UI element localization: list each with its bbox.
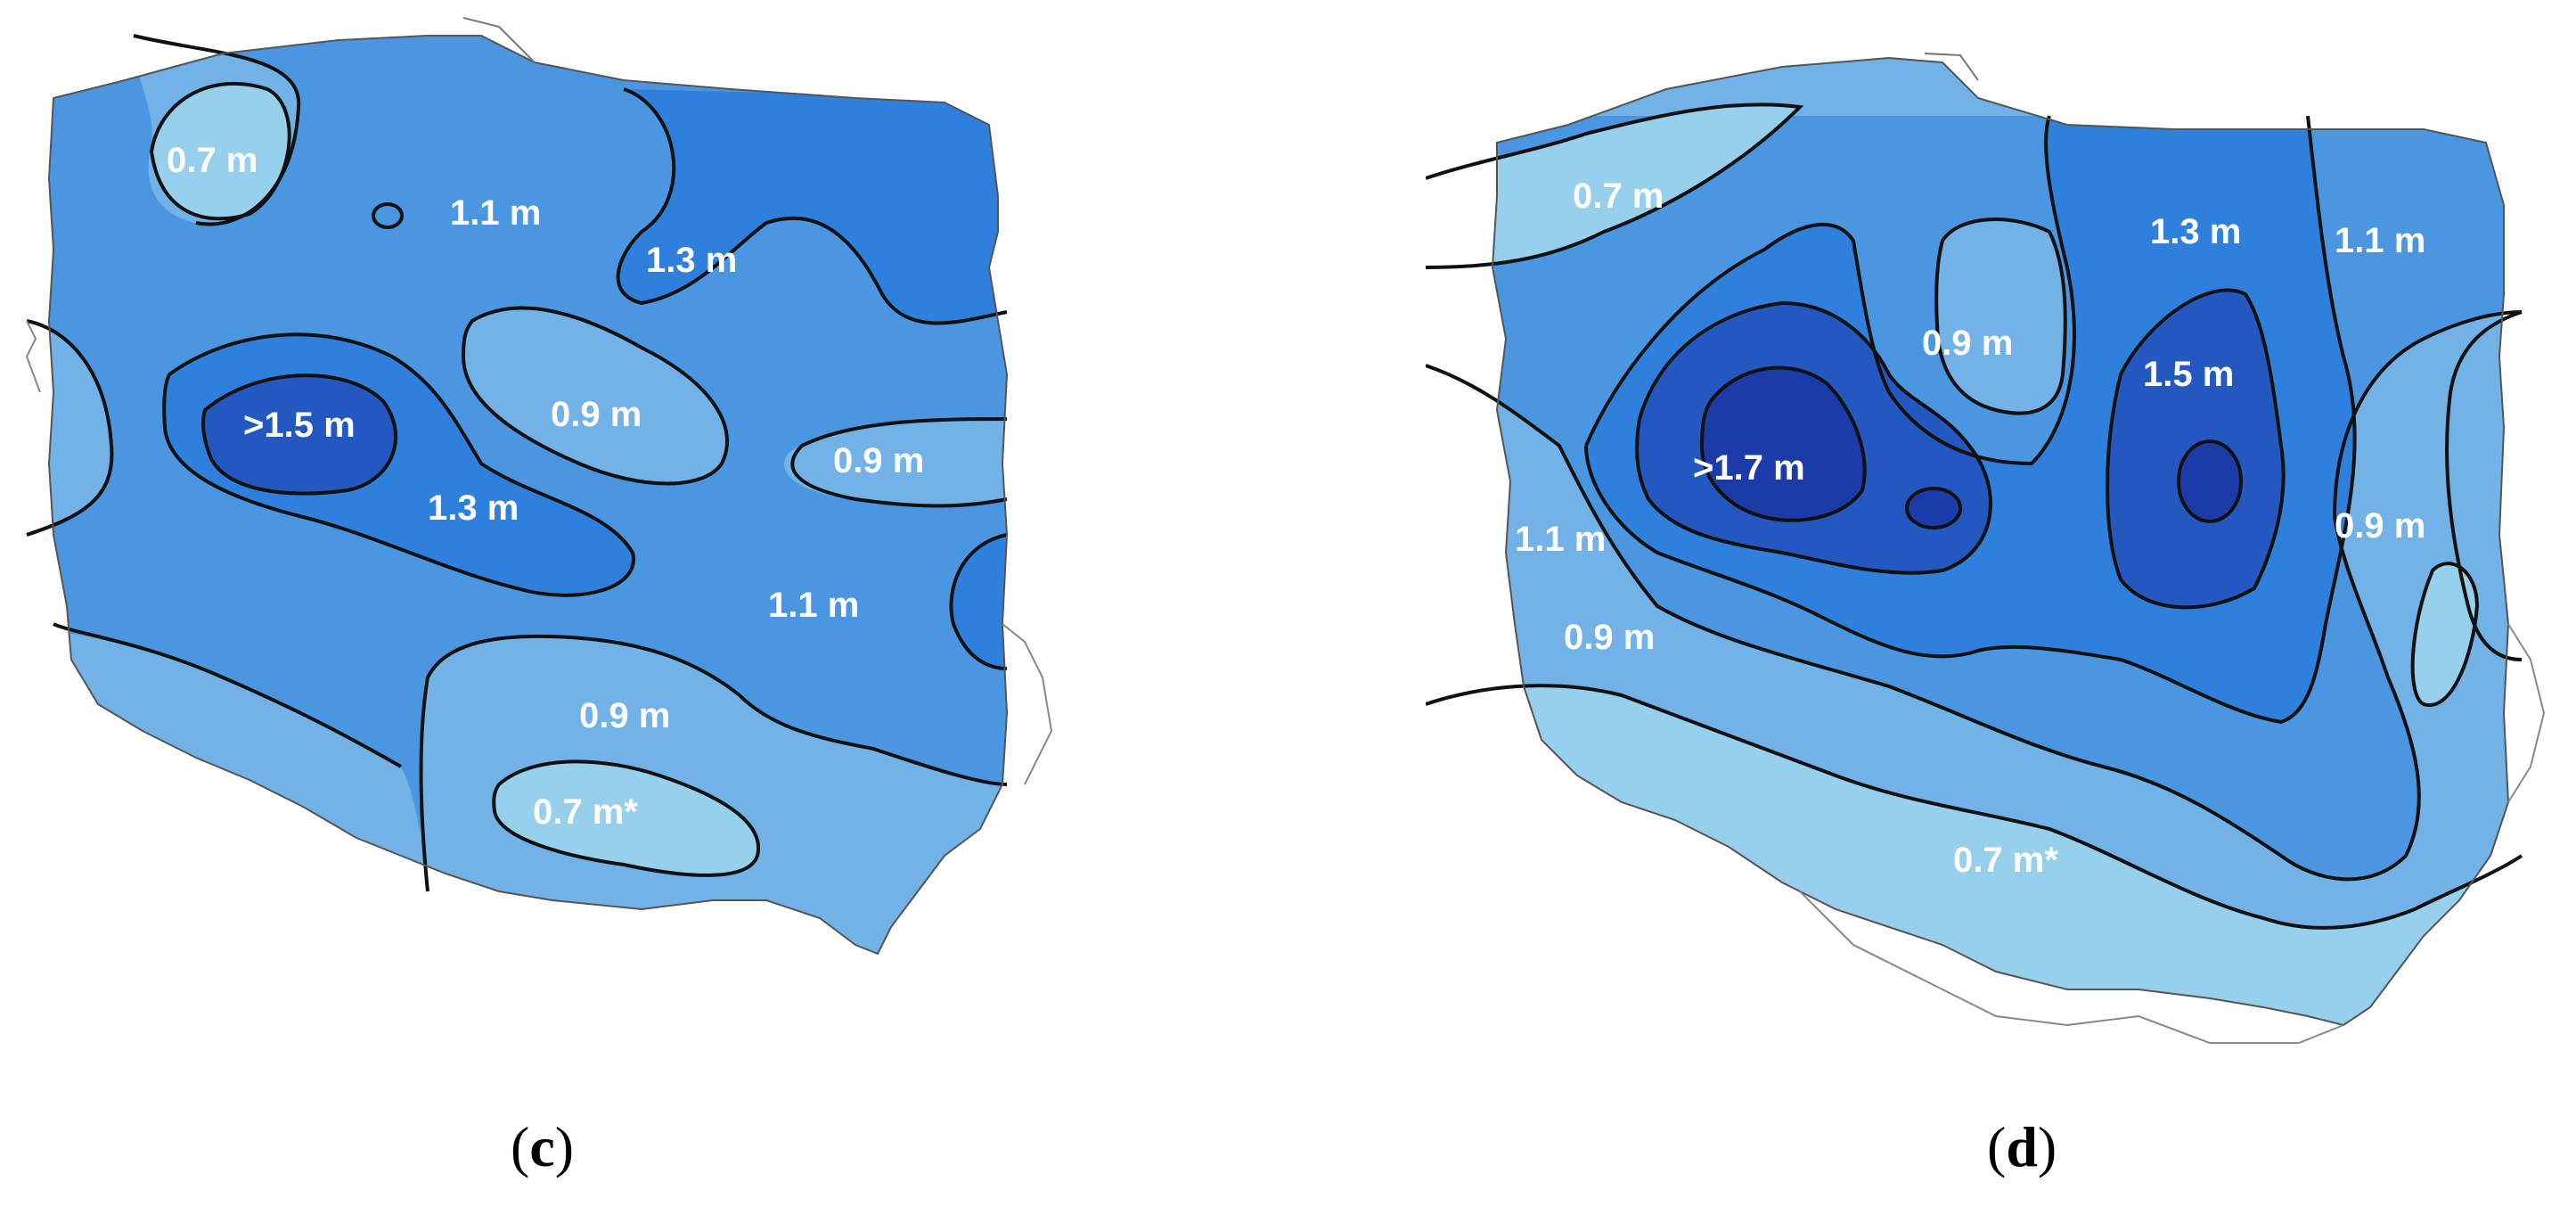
map-panel-c: 0.7 m 1.1 m 1.3 m >1.5 m 0.9 m 0.9 m 1.3… — [0, 0, 1114, 1231]
contour-labels-c: 0.7 m 1.1 m 1.3 m >1.5 m 0.9 m 0.9 m 1.3… — [167, 141, 924, 832]
contour-c-4 — [616, 87, 1008, 325]
label-d-6: 0.9 m — [2335, 506, 2425, 546]
contour-c-9 — [949, 533, 1008, 670]
contour-d-7 — [1635, 300, 1992, 575]
west-border-line-c — [25, 320, 41, 393]
label-c-1: 1.1 m — [450, 193, 541, 233]
label-c-0: 0.7 m — [167, 141, 258, 180]
zone-c-0-9-west — [49, 321, 112, 535]
panel-letter-d: d — [2006, 1115, 2038, 1178]
contour-d-3 — [2410, 562, 2480, 708]
contour-c-7 — [461, 306, 729, 486]
contour-d-9 — [1905, 487, 1962, 529]
label-d-4: 1.5 m — [2143, 355, 2234, 394]
contour-lines-c — [26, 34, 1008, 892]
contour-c-5 — [162, 332, 635, 597]
contour-c-13 — [492, 759, 761, 877]
label-c-5: 0.9 m — [833, 441, 924, 480]
label-c-2: 1.3 m — [646, 241, 737, 280]
zone-c-0-9-east — [784, 419, 1007, 506]
zone-c-0-9-centre — [463, 308, 727, 484]
label-d-1: 1.3 m — [2150, 212, 2241, 251]
isoline-map-d: 0.7 m 1.3 m 1.1 m 0.9 m 1.5 m >1.7 m 0.9… — [1426, 53, 2546, 1044]
zone-c-1-3-east — [951, 535, 1007, 669]
contour-d-2 — [1426, 310, 2523, 882]
country-border-d — [1491, 56, 2510, 1027]
label-c-4: 0.9 m — [551, 395, 642, 434]
label-c-8: 0.9 m — [579, 696, 670, 735]
label-c-7: 1.1 m — [768, 586, 859, 625]
label-c-9: 0.7 m* — [533, 792, 638, 832]
contour-lines-d — [1426, 103, 2523, 930]
coast-line-c — [462, 17, 536, 63]
south-border-line-d — [1799, 890, 2344, 1044]
label-d-5: >1.7 m — [1693, 448, 1805, 488]
contour-d-5 — [1584, 115, 2357, 725]
east-border-line-c — [1002, 623, 1053, 785]
label-d-0: 0.7 m — [1573, 176, 1664, 216]
panel-caption-d: (d) — [1987, 1115, 2057, 1178]
label-d-3: 0.9 m — [1922, 324, 2013, 363]
zone-d-1-7-small — [1907, 488, 1960, 528]
contour-d-11 — [2177, 439, 2243, 523]
contour-c-11 — [53, 622, 402, 768]
contour-c-6 — [200, 373, 398, 496]
coast-line-d — [1924, 53, 1979, 81]
contour-d-13 — [1426, 684, 2523, 930]
contour-c-1 — [149, 81, 291, 221]
east-border-line-d — [2507, 623, 2546, 803]
isoline-fill-c — [49, 36, 1007, 954]
contour-c-8 — [790, 417, 1008, 508]
label-d-7: 1.1 m — [1515, 520, 1606, 559]
label-d-2: 1.1 m — [2335, 221, 2425, 260]
country-border-c — [47, 35, 1009, 956]
zone-d-0-7-nw — [1492, 104, 1800, 267]
map-panel-d: 0.7 m 1.3 m 1.1 m 0.9 m 1.5 m >1.7 m 0.9… — [1426, 0, 2576, 1231]
label-c-3: >1.5 m — [243, 406, 356, 445]
label-d-8: 0.9 m — [1564, 618, 1655, 657]
contour-d-10 — [2106, 288, 2286, 610]
label-c-6: 1.3 m — [428, 488, 519, 528]
zone-d-0-9-inner — [1936, 219, 2065, 414]
zone-d-1-7-east — [2179, 441, 2241, 521]
contour-c-3 — [372, 202, 404, 229]
contour-labels-d: 0.7 m 1.3 m 1.1 m 0.9 m 1.5 m >1.7 m 0.9… — [1515, 176, 2425, 880]
contour-c-10 — [26, 319, 114, 537]
panel-letter-c: c — [529, 1115, 555, 1178]
panel-caption-c: (c) — [511, 1115, 575, 1178]
contour-d-6 — [1934, 217, 2067, 415]
isoline-map-c: 0.7 m 1.1 m 1.3 m >1.5 m 0.9 m 0.9 m 1.3… — [25, 17, 1053, 956]
zone-c-1-5 — [202, 375, 397, 494]
contour-d-8 — [1699, 365, 1867, 522]
contour-c-2 — [133, 34, 301, 226]
contour-c-12 — [419, 634, 1008, 892]
zone-c-0-7-nw — [151, 83, 290, 219]
zone-c-0-7-south — [494, 761, 759, 875]
contour-d-4 — [1584, 115, 2076, 466]
zone-d-1-7 — [1702, 367, 1865, 521]
contour-d-1 — [1426, 103, 1804, 269]
contour-d-12 — [2445, 310, 2523, 661]
label-d-9: 0.7 m* — [1953, 841, 2058, 880]
